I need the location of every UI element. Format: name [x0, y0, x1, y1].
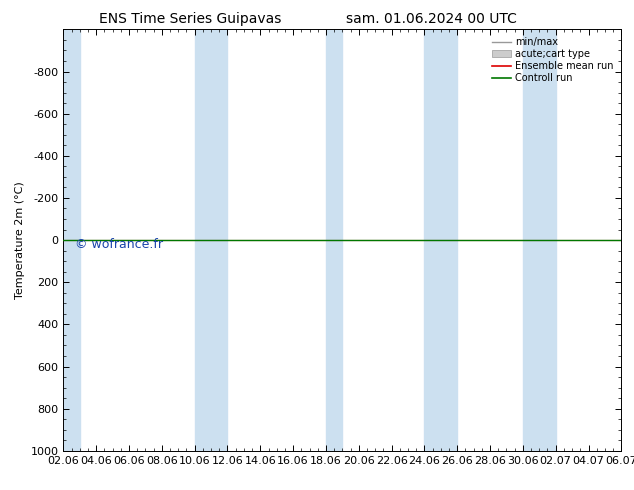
Legend: min/max, acute;cart type, Ensemble mean run, Controll run: min/max, acute;cart type, Ensemble mean …	[489, 34, 616, 86]
Bar	[424, 29, 457, 451]
Text: sam. 01.06.2024 00 UTC: sam. 01.06.2024 00 UTC	[346, 12, 517, 26]
Bar	[523, 29, 555, 451]
Bar	[63, 29, 80, 451]
Bar	[326, 29, 342, 451]
Text: ENS Time Series Guipavas: ENS Time Series Guipavas	[99, 12, 281, 26]
Text: © wofrance.fr: © wofrance.fr	[75, 238, 162, 251]
Y-axis label: Temperature 2m (°C): Temperature 2m (°C)	[15, 181, 25, 299]
Bar	[195, 29, 228, 451]
